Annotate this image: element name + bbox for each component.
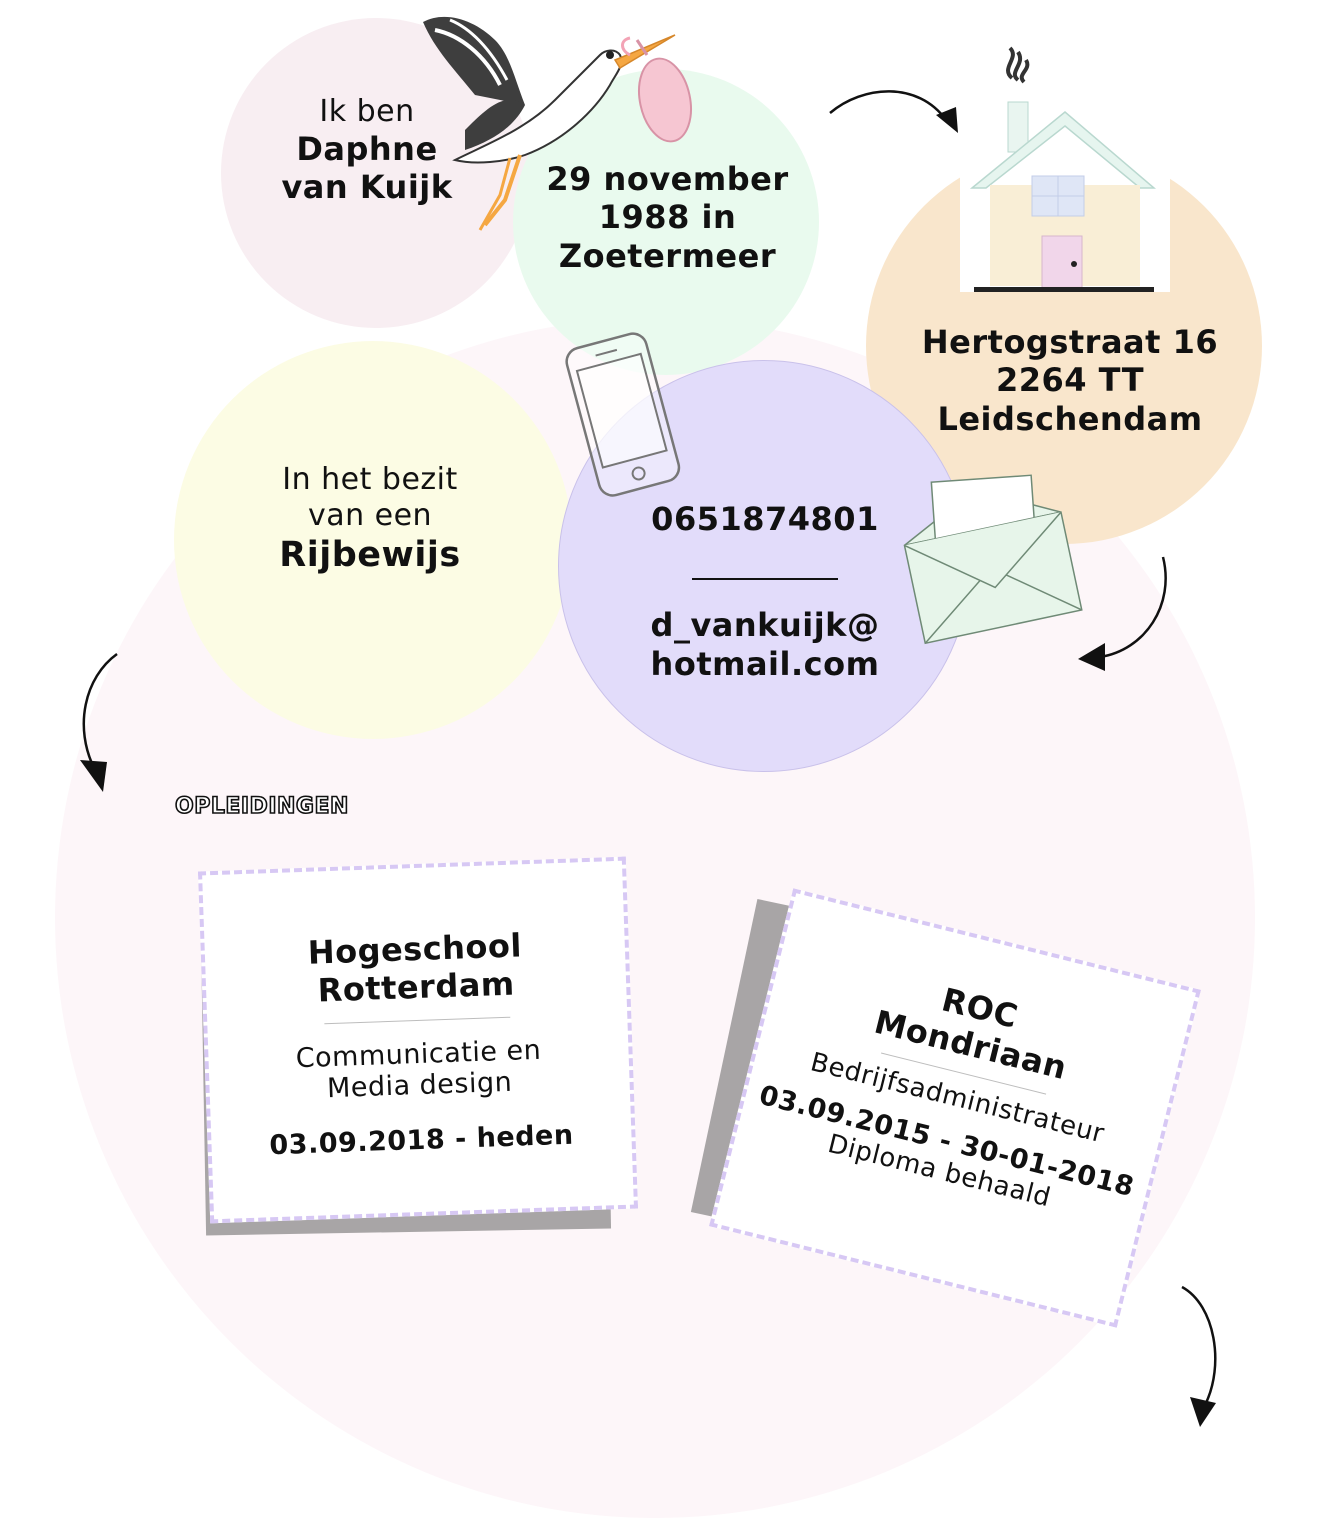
intro-line: Ik ben bbox=[319, 94, 415, 129]
house-icon bbox=[960, 30, 1170, 292]
phone-number: 0651874801 bbox=[651, 500, 879, 538]
email-line1: d_vankuijk@ bbox=[650, 606, 880, 645]
license-line2: van een bbox=[307, 498, 433, 533]
arrow-icon bbox=[1181, 1285, 1217, 1427]
period: 03.09.2018 - heden bbox=[268, 1119, 575, 1162]
name-line1: Daphne bbox=[296, 130, 438, 168]
phone-icon bbox=[565, 332, 681, 497]
license-circle bbox=[174, 341, 572, 739]
name-line2: van Kuijk bbox=[281, 168, 453, 207]
education-card-1: Hogeschool Rotterdam Communicatie en Med… bbox=[197, 856, 639, 1224]
stork-icon bbox=[423, 16, 692, 231]
education-heading: OPLEIDINGEN bbox=[174, 793, 349, 820]
address-text: Hertogstraat 16 2264 TT Leidschendam bbox=[900, 323, 1240, 438]
license-text: In het bezit van een Rijbewijs bbox=[230, 462, 510, 576]
divider bbox=[324, 1016, 511, 1025]
birth-line1: 29 november bbox=[546, 160, 789, 198]
birth-text: 29 november 1988 in Zoetermeer bbox=[530, 160, 805, 275]
arrow-icon bbox=[829, 90, 958, 133]
license-line1: In het bezit bbox=[282, 462, 458, 497]
contact-text: 0651874801 d_vankuijk@ hotmail.com bbox=[630, 500, 900, 683]
address-line3: Leidschendam bbox=[937, 399, 1203, 438]
arrow-icon bbox=[80, 652, 118, 792]
license-title: Rijbewijs bbox=[279, 535, 461, 575]
email-line2: hotmail.com bbox=[650, 644, 880, 683]
divider bbox=[692, 578, 838, 581]
intro-text: Ik ben Daphne van Kuijk bbox=[262, 94, 472, 207]
address-line2: 2264 TT bbox=[995, 361, 1145, 400]
birth-line3: Zoetermeer bbox=[558, 236, 777, 275]
envelope-icon bbox=[903, 474, 1083, 645]
address-line1: Hertogstraat 16 bbox=[921, 323, 1219, 361]
birth-line2: 1988 in bbox=[598, 198, 737, 237]
arrow-icon bbox=[1078, 556, 1167, 671]
